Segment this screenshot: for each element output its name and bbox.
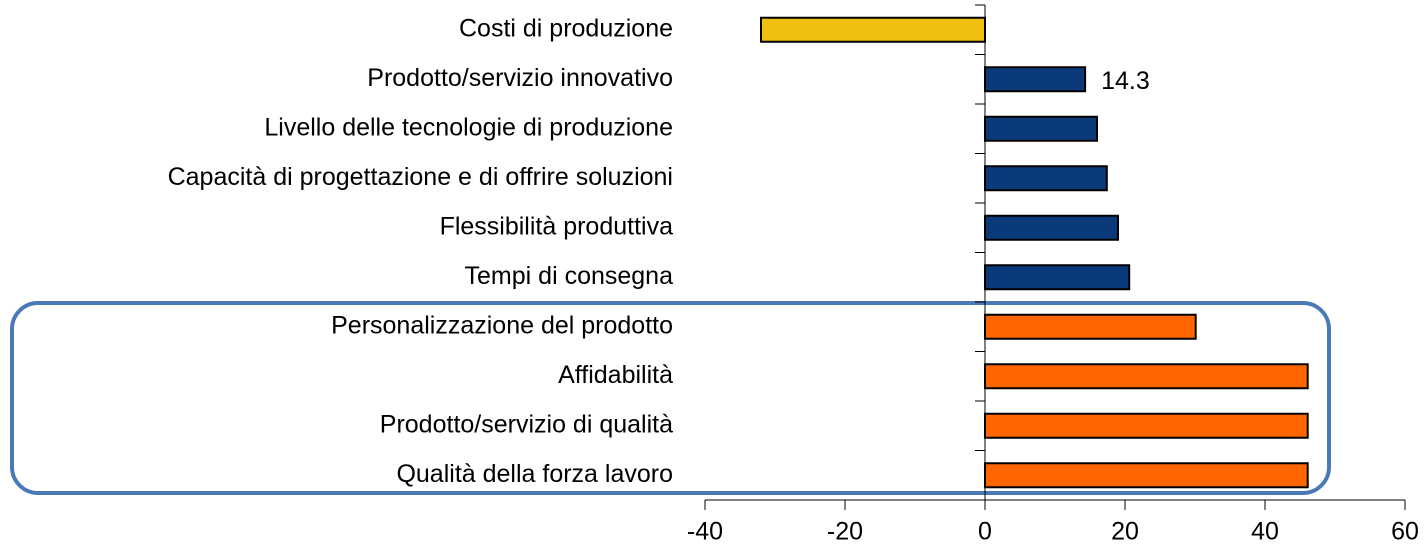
category-label: Livello delle tecnologie di produzione — [264, 113, 673, 141]
category-label: Prodotto/servizio innovativo — [367, 64, 673, 92]
value-label: 14.3 — [1101, 67, 1150, 95]
x-tick-label: 40 — [1251, 518, 1279, 546]
x-tick-label: -40 — [687, 518, 723, 546]
x-tick-label: 20 — [1111, 518, 1139, 546]
category-label: Capacità di progettazione e di offrire s… — [168, 163, 673, 191]
highlight-box — [10, 301, 1331, 495]
bar — [984, 363, 1309, 390]
x-tick-label: 0 — [978, 518, 992, 546]
x-tick-label: -20 — [827, 518, 863, 546]
bar — [760, 16, 986, 43]
bar — [984, 115, 1098, 142]
bar — [984, 264, 1131, 291]
bar — [984, 462, 1309, 489]
category-label: Prodotto/servizio di qualità — [380, 410, 673, 438]
category-label: Flessibilità produttiva — [440, 212, 674, 240]
bar — [984, 165, 1108, 192]
bar — [984, 313, 1197, 340]
category-label: Costi di produzione — [459, 14, 673, 42]
category-label: Tempi di consegna — [465, 262, 674, 290]
x-tick-label: 60 — [1391, 518, 1419, 546]
bar — [984, 412, 1309, 439]
bar — [984, 214, 1119, 241]
category-label: Personalizzazione del prodotto — [331, 311, 673, 339]
bar — [984, 66, 1087, 93]
category-label: Affidabilità — [558, 361, 673, 389]
category-label: Qualità della forza lavoro — [396, 460, 673, 488]
